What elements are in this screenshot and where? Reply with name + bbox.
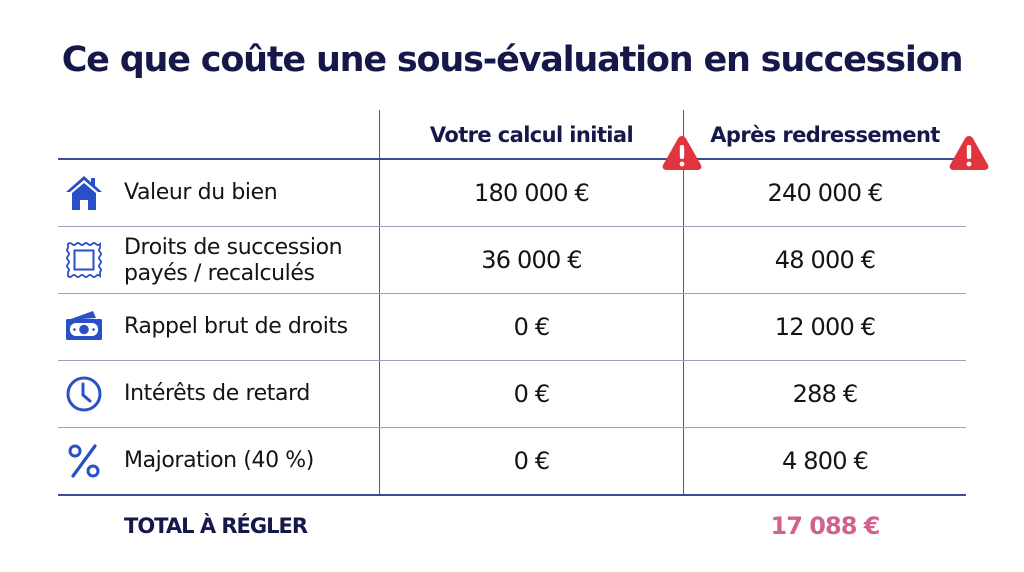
header-rule xyxy=(58,158,966,160)
row-divider xyxy=(58,360,966,361)
table-bottom-rule xyxy=(58,494,966,496)
clock-icon xyxy=(66,376,102,412)
column-header-initial: Votre calcul initial xyxy=(429,123,634,147)
row-divider xyxy=(58,293,966,294)
total-value: 17 088 € xyxy=(770,512,881,540)
after-value: 4 800 € xyxy=(781,447,869,475)
table-row: Rappel brut de droits xyxy=(58,294,966,360)
after-value: 288 € xyxy=(792,380,859,408)
row-label: Valeur du bien xyxy=(124,180,278,205)
row-divider xyxy=(58,226,966,227)
table-row: Majoration (40 %) xyxy=(58,428,966,494)
stamp-icon xyxy=(66,241,102,279)
page-title: Ce que coûte une sous-évaluation en succ… xyxy=(61,40,964,80)
row-divider xyxy=(58,427,966,428)
percent-icon xyxy=(68,444,100,478)
total-label: TOTAL À RÉGLER xyxy=(124,514,308,538)
column-header-after: Après redressement xyxy=(710,123,940,147)
row-label: Droits de succession payés / recalculés xyxy=(124,235,343,287)
after-value: 12 000 € xyxy=(774,313,876,341)
row-label: Majoration (40 %) xyxy=(124,448,314,473)
after-value: 240 000 € xyxy=(767,179,884,207)
after-value: 48 000 € xyxy=(774,246,876,274)
column-divider-2 xyxy=(683,110,684,496)
table-row: Droits de succession payés / recalculés xyxy=(58,227,966,293)
initial-value: 36 000 € xyxy=(481,246,582,274)
warning-triangle-icon xyxy=(949,136,989,170)
initial-value: 180 000 € xyxy=(474,179,590,207)
row-label-line2: payés / recalculés xyxy=(124,261,315,286)
initial-value: 0 € xyxy=(513,447,551,475)
row-label-line1: Droits de succession xyxy=(124,235,343,260)
row-label: Rappel brut de droits xyxy=(124,314,348,339)
table-row: Intérêts de retard xyxy=(58,361,966,427)
warning-triangle-icon xyxy=(662,136,702,170)
table-row: Valeur du bien xyxy=(58,160,966,226)
initial-value: 0 € xyxy=(513,380,551,408)
row-label: Intérêts de retard xyxy=(124,381,310,406)
column-divider-1 xyxy=(379,110,380,496)
house-icon xyxy=(66,176,102,210)
banknote-icon xyxy=(66,311,102,340)
initial-value: 0 € xyxy=(513,313,551,341)
